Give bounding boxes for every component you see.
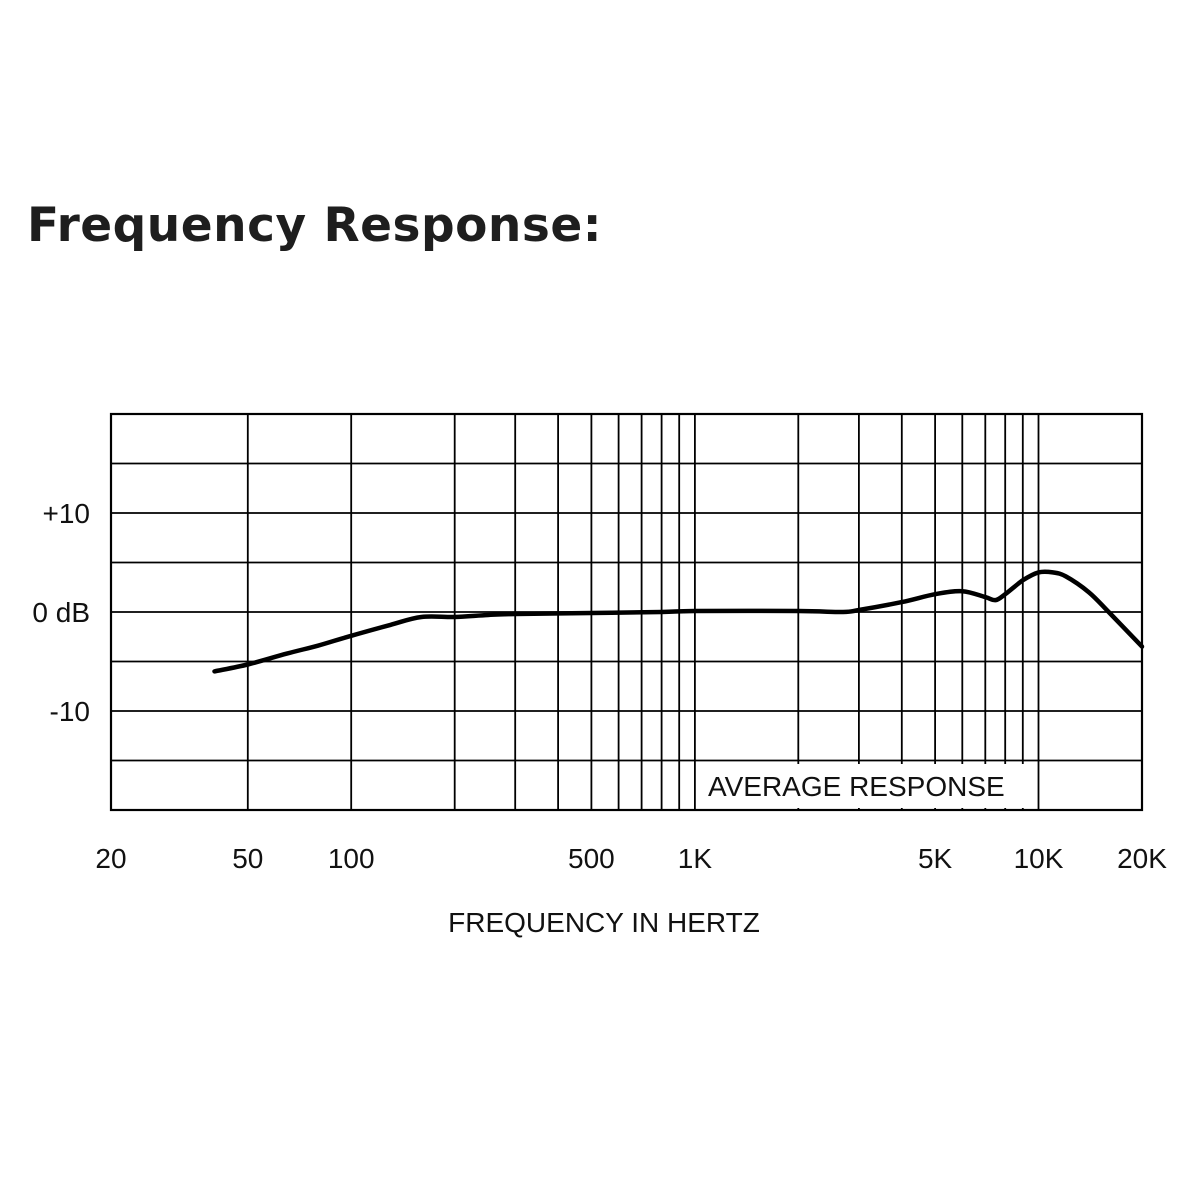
response-curve-group bbox=[212, 569, 1145, 674]
x-tick-label: 50 bbox=[232, 843, 263, 874]
annotation-box bbox=[699, 764, 1035, 808]
y-tick-labels: +10 0 dB -10 bbox=[32, 498, 90, 727]
y-tick-label: 0 dB bbox=[32, 597, 90, 628]
y-tick-label: +10 bbox=[43, 498, 91, 529]
x-tick-label: 20K bbox=[1117, 843, 1167, 874]
page-title: Frequency Response: bbox=[27, 198, 603, 253]
x-axis-label: FREQUENCY IN HERTZ bbox=[448, 907, 760, 938]
x-tick-label: 10K bbox=[1014, 843, 1064, 874]
annotation-average-response: AVERAGE RESPONSE bbox=[708, 771, 1005, 802]
x-tick-label: 100 bbox=[328, 843, 375, 874]
plot-frame bbox=[109, 412, 1144, 812]
y-tick-label: -10 bbox=[50, 696, 90, 727]
response-curve bbox=[212, 569, 1145, 674]
annotation-group: AVERAGE RESPONSE bbox=[699, 764, 1035, 808]
x-tick-label: 500 bbox=[568, 843, 615, 874]
x-tick-label: 1K bbox=[678, 843, 713, 874]
x-tick-labels: 20 50 100 500 1K 5K 10K 20K bbox=[95, 843, 1167, 874]
x-tick-label: 5K bbox=[918, 843, 953, 874]
x-tick-label: 20 bbox=[95, 843, 126, 874]
